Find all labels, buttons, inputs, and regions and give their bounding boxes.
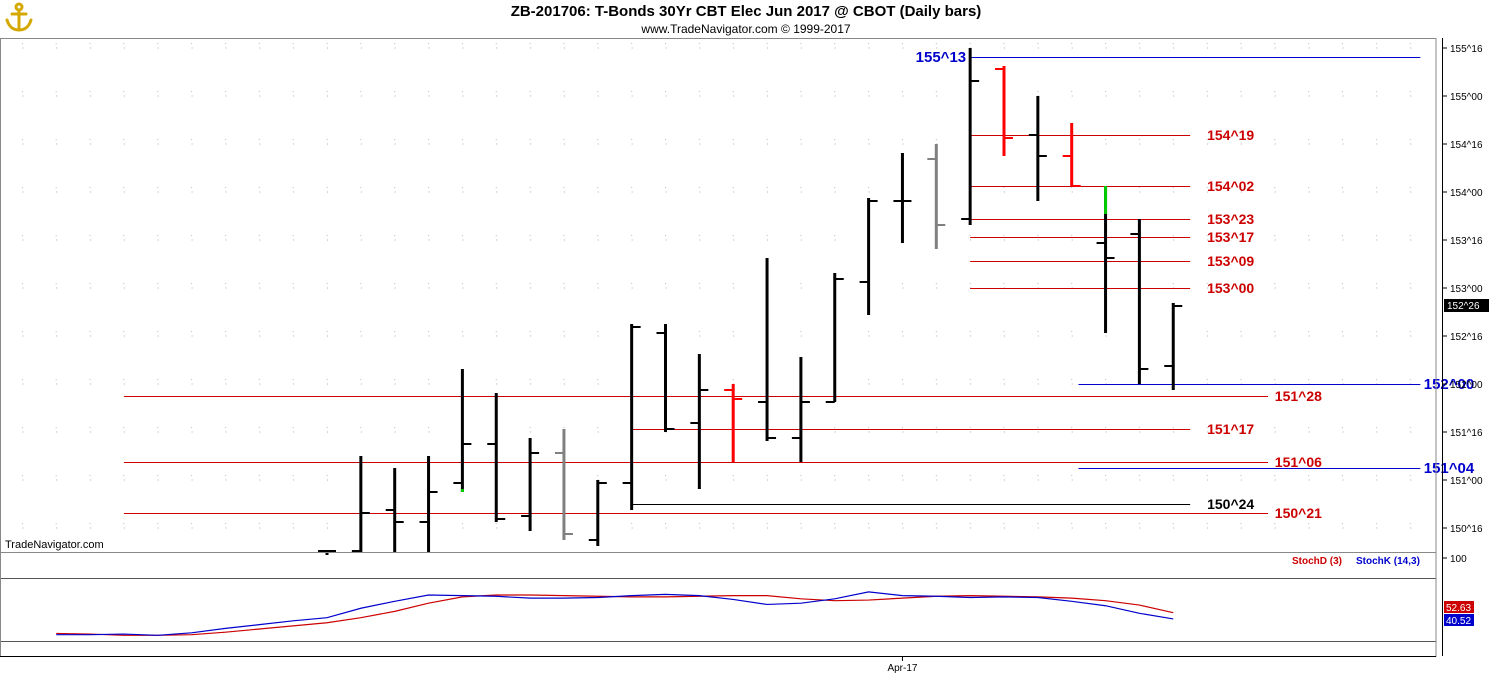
chart-title: ZB-201706: T-Bonds 30Yr CBT Elec Jun 201… [510,3,982,20]
y-tick-label: 151^16 [1450,428,1483,439]
y-tick-label: 152^16 [1450,332,1483,343]
level-label: 153^23 [1207,211,1254,227]
level-label: 150^24 [1207,496,1254,512]
y-tick-label: 152^00 [1450,380,1483,391]
x-tick-label: Apr-17 [887,663,917,674]
level-label: 153^09 [1207,253,1254,269]
stoch-legend-k: StochK (14,3) [1356,556,1420,567]
anchor-icon [5,2,33,32]
level-label: 151^28 [1275,388,1322,404]
last-price-label: 152^26 [1447,301,1480,312]
stoch-value-box [1444,614,1474,626]
y-tick-label: 154^16 [1450,140,1483,151]
watermark: TradeNavigator.com [5,539,104,551]
stoch-value-box [1444,601,1474,613]
stoch-value-label: 40.52 [1446,616,1471,627]
last-price-box [1444,299,1489,312]
y-tick-label: 155^00 [1450,92,1483,103]
level-label: 155^13 [916,49,966,66]
stoch-series-line [56,591,1174,636]
y-tick-label: 153^16 [1450,236,1483,247]
level-label: 153^00 [1207,280,1254,296]
level-label: 151^04 [1424,460,1475,477]
chart-subtitle: www.TradeNavigator.com © 1999-2017 [641,22,851,36]
y-tick-label: 150^16 [1450,524,1483,535]
stoch-tick-label: 100 [1450,554,1467,565]
level-label: 154^19 [1207,127,1254,143]
axes: 155^16 155^00 154^16 154^00 153^16 153^00 152^… [0,38,1489,674]
level-label: 154^02 [1207,178,1254,194]
y-tick-label: 153^00 [1450,284,1483,295]
stoch-legend-d: StochD (3) [1292,556,1342,567]
level-lines: 155^13 154^19 154^02 153^23 153^17 153^09 153^… [123,49,1475,521]
price-bars [318,48,1183,555]
level-label: 150^21 [1275,505,1322,521]
y-tick-label: 154^00 [1450,188,1483,199]
stoch-value-label: 52.63 [1446,603,1471,614]
anchor-logo [2,2,36,34]
y-tick-label: 151^00 [1450,476,1483,487]
grid [21,43,1412,529]
stochastic-panel: 100 52.63 40.52 StochD (3) StochK (14,3) [0,554,1474,642]
level-label: 153^17 [1207,229,1254,245]
level-label: 151^17 [1207,421,1254,437]
y-tick-label: 155^16 [1450,44,1483,55]
level-label: 151^06 [1275,454,1322,470]
stoch-series-line [56,594,1174,636]
